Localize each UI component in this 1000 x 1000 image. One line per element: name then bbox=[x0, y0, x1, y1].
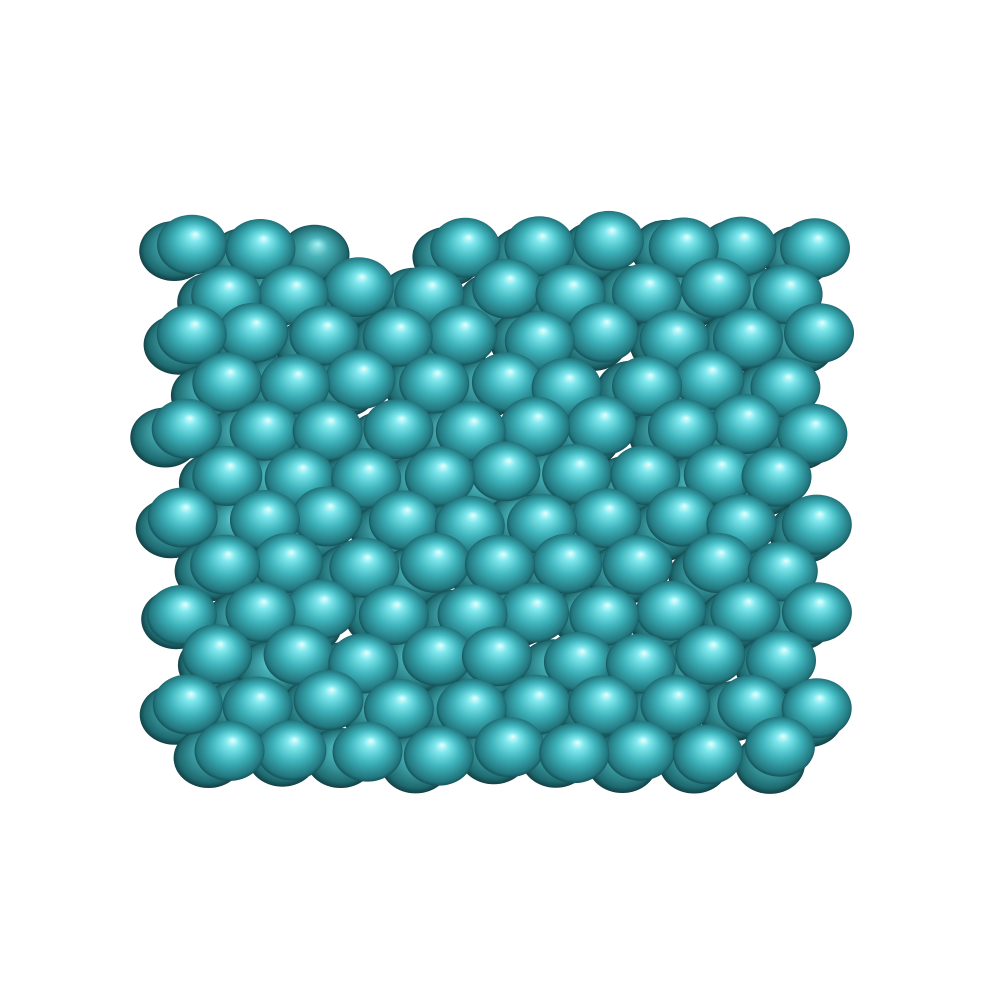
atom bbox=[539, 723, 610, 784]
atom bbox=[573, 210, 644, 271]
atom bbox=[253, 532, 324, 593]
atom bbox=[192, 352, 263, 413]
atom bbox=[190, 534, 261, 595]
atom bbox=[680, 258, 751, 318]
atom bbox=[682, 533, 753, 593]
atoms bbox=[130, 210, 854, 794]
atom bbox=[780, 218, 850, 279]
atom bbox=[569, 585, 640, 646]
atom bbox=[672, 724, 743, 785]
atom bbox=[400, 532, 471, 593]
atom bbox=[332, 721, 403, 782]
atom bbox=[260, 354, 330, 415]
atom bbox=[744, 716, 815, 777]
atom bbox=[470, 441, 541, 502]
atom bbox=[781, 582, 852, 643]
atom bbox=[426, 305, 497, 366]
atom bbox=[286, 579, 357, 640]
atom bbox=[358, 585, 429, 645]
atom bbox=[403, 725, 474, 786]
atom bbox=[784, 303, 854, 364]
atom bbox=[157, 214, 227, 275]
atom bbox=[500, 396, 570, 457]
atom bbox=[568, 302, 639, 363]
atom bbox=[292, 486, 363, 547]
atom bbox=[675, 624, 746, 685]
atom bbox=[152, 674, 223, 735]
atom bbox=[225, 219, 296, 279]
atom bbox=[363, 399, 434, 459]
atom bbox=[289, 305, 360, 366]
atom bbox=[471, 352, 542, 413]
atom bbox=[713, 308, 783, 369]
atom bbox=[646, 486, 717, 547]
atom bbox=[192, 445, 263, 506]
atom bbox=[636, 580, 707, 641]
atom bbox=[640, 674, 711, 735]
atom bbox=[229, 400, 300, 461]
atom bbox=[746, 630, 816, 691]
atom bbox=[571, 488, 642, 549]
atom bbox=[602, 534, 673, 595]
atom bbox=[542, 443, 613, 504]
atom bbox=[182, 624, 253, 685]
atom bbox=[147, 487, 218, 548]
atom bbox=[461, 626, 532, 687]
atom bbox=[225, 582, 296, 643]
atom bbox=[683, 444, 754, 505]
atom bbox=[611, 263, 682, 323]
atom bbox=[430, 217, 501, 278]
atom bbox=[362, 306, 433, 367]
atom bbox=[151, 398, 222, 459]
atom bbox=[781, 494, 852, 555]
atom bbox=[194, 720, 265, 781]
atom bbox=[472, 258, 543, 319]
atom bbox=[329, 537, 400, 598]
atom bbox=[474, 717, 545, 778]
atom bbox=[402, 625, 473, 686]
atom bbox=[566, 395, 637, 456]
atom bbox=[293, 670, 364, 731]
atom bbox=[292, 400, 363, 461]
atom bbox=[499, 582, 569, 643]
atom bbox=[674, 350, 745, 410]
atom bbox=[404, 446, 475, 507]
atom bbox=[612, 356, 683, 416]
atom bbox=[218, 302, 289, 363]
atom bbox=[156, 304, 227, 365]
atom bbox=[323, 257, 394, 318]
atom bbox=[399, 353, 470, 414]
atom bbox=[710, 394, 781, 454]
atom bbox=[256, 720, 327, 781]
atom bbox=[363, 678, 434, 739]
atom bbox=[647, 398, 718, 459]
atom bbox=[777, 403, 848, 464]
atom bbox=[532, 533, 603, 594]
atom bbox=[222, 676, 293, 737]
atom bbox=[710, 581, 781, 642]
atom bbox=[504, 216, 575, 277]
atom bbox=[325, 349, 396, 410]
atom bbox=[605, 720, 676, 781]
atom bbox=[464, 534, 535, 595]
atom bbox=[568, 675, 638, 736]
atom bbox=[741, 446, 812, 507]
atom bbox=[610, 445, 681, 505]
atom bbox=[263, 624, 334, 685]
